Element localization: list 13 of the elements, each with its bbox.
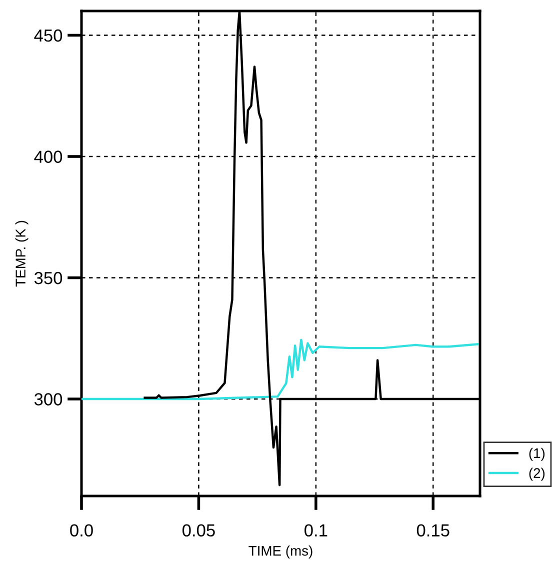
y-tick-label: 450	[34, 29, 62, 42]
x-tick-label: 0.05	[182, 524, 215, 537]
y-axis-title: TEMP. (K )	[15, 220, 28, 287]
line-series	[82, 338, 479, 400]
y-tick-label: 400	[34, 150, 62, 163]
legend-label: (2)	[529, 468, 545, 481]
x-tick-label: 0.0	[70, 524, 93, 537]
x-tick-label: 0.1	[304, 524, 328, 537]
y-tick-label: 300	[34, 393, 62, 406]
y-tick-label: 350	[34, 272, 62, 284]
x-tick-label: 0.15	[416, 524, 450, 537]
x-axis-title: TIME (ms)	[248, 546, 312, 558]
legend-label: (1)	[529, 448, 545, 461]
